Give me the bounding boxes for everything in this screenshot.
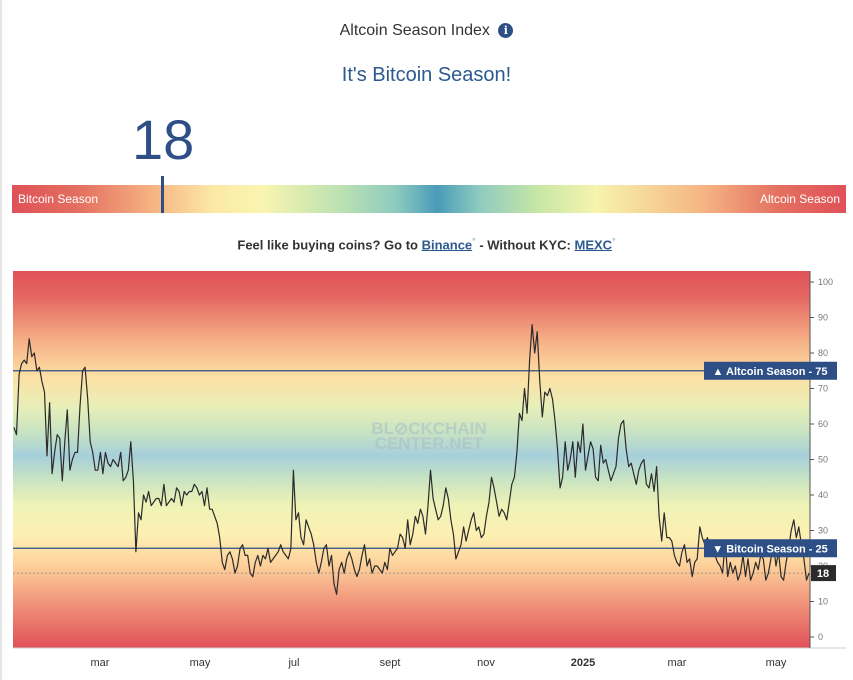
binance-marker: *	[472, 236, 476, 246]
threshold-badges: ▲ Altcoin Season - 75 ▼ Bitcoin Season - …	[704, 361, 837, 558]
current-value-badge: 18	[811, 565, 836, 582]
altcoin-index-series-line	[13, 323, 810, 595]
y-tick-label: 70	[818, 384, 828, 394]
x-tick-label: mar	[668, 657, 687, 669]
y-tick-label: 10	[818, 597, 828, 607]
index-value: 18	[132, 108, 195, 171]
x-tick-label: may	[190, 657, 211, 669]
x-axis-ticks: mar may jul sept nov 2025 mar may	[91, 657, 787, 669]
promo-text: Feel like buying coins? Go to	[237, 237, 418, 253]
y-tick-label: 60	[818, 419, 828, 429]
y-tick-label: 40	[818, 490, 828, 500]
y-tick-label: 0	[818, 632, 823, 642]
promo-line: Feel like buying coins? Go to Binance* -…	[0, 236, 853, 252]
x-tick-label: jul	[287, 657, 299, 669]
current-value-badge-label: 18	[817, 568, 829, 580]
threshold-lines	[13, 370, 810, 549]
season-headline: It's Bitcoin Season!	[341, 64, 512, 86]
page-border	[0, 0, 2, 680]
threshold-badge-box	[704, 361, 837, 380]
x-tick-label: nov	[477, 657, 495, 669]
watermark-line-2: CENTER.NET	[375, 434, 484, 453]
gauge-label-altcoin: Altcoin Season	[759, 192, 840, 206]
chart-band-background	[13, 271, 810, 648]
mexc-marker: *	[612, 236, 616, 246]
index-title-row: Altcoin Season Index i	[0, 22, 853, 40]
gauge-label-bitcoin: Bitcoin Season	[18, 192, 99, 206]
current-value-badge-box	[811, 565, 836, 582]
y-tick-label: 100	[818, 277, 833, 287]
index-title: Altcoin Season Index	[339, 22, 490, 39]
y-tick-label: 80	[818, 348, 828, 358]
y-tick-label: 30	[818, 526, 828, 536]
x-tick-label: sept	[380, 657, 401, 669]
info-icon[interactable]: i	[498, 23, 514, 38]
x-tick-label: 2025	[571, 657, 595, 669]
x-tick-label: may	[766, 657, 787, 669]
y-axis-ticks: 1009080706050403020100	[810, 277, 833, 642]
mexc-link[interactable]: MEXC	[574, 237, 613, 253]
threshold-badge: ▼ Bitcoin Season - 25	[704, 539, 837, 558]
y-tick-label: 90	[818, 313, 828, 323]
y-tick-label: 50	[818, 455, 828, 465]
threshold-badge: ▲ Altcoin Season - 75	[704, 361, 837, 380]
season-gauge: Bitcoin Season Altcoin Season	[12, 176, 846, 213]
watermark-line-1: BL⊘CKCHAIN	[371, 419, 486, 438]
binance-link[interactable]: Binance	[421, 237, 473, 253]
threshold-badge-box	[704, 539, 837, 558]
season-index-chart: 1009080706050403020100 marmayjulseptnov2…	[13, 271, 846, 669]
threshold-badge-label: ▼ Bitcoin Season - 25	[712, 543, 827, 555]
x-tick-label: mar	[91, 657, 110, 669]
promo-middle: - Without KYC:	[479, 237, 571, 253]
threshold-badge-label: ▲ Altcoin Season - 75	[712, 366, 827, 378]
gauge-marker	[161, 176, 164, 213]
watermark: BL⊘CKCHAIN CENTER.NET	[371, 419, 486, 453]
